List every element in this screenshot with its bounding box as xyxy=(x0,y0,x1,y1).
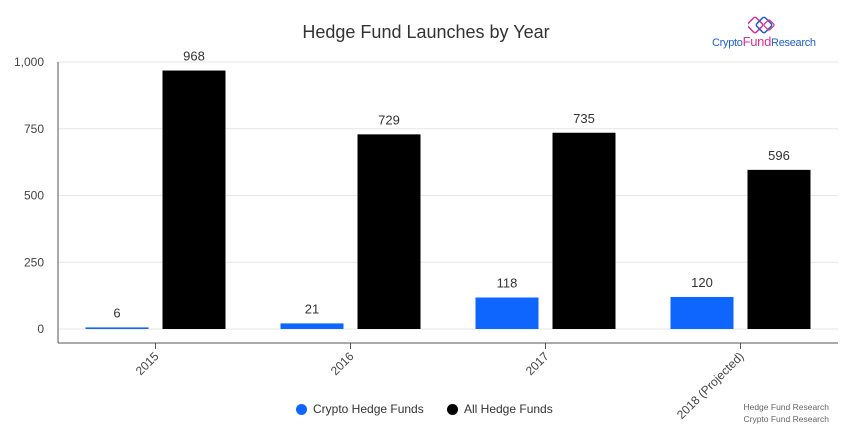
logo-text-crypto: Crypto xyxy=(712,37,743,49)
logo-text-fund: Fund xyxy=(742,34,772,49)
legend-marker-crypto xyxy=(296,403,307,415)
bar-all-2[interactable] xyxy=(552,132,616,329)
source-credits: Hedge Fund Research Crypto Fund Research xyxy=(743,401,829,425)
legend-item-all[interactable]: All Hedge Funds xyxy=(447,402,553,416)
legend-label-all: All Hedge Funds xyxy=(464,402,553,416)
data-label: 729 xyxy=(378,112,400,127)
chart-title: Hedge Fund Launches by Year xyxy=(302,22,549,42)
chart-legend: Crypto Hedge Funds All Hedge Funds xyxy=(0,402,863,422)
bar-all-3[interactable] xyxy=(747,169,811,329)
data-label: 120 xyxy=(691,275,713,290)
x-tick-label: 2015 xyxy=(133,349,162,378)
legend-item-crypto[interactable]: Crypto Hedge Funds xyxy=(296,402,424,416)
y-tick-label: 750 xyxy=(24,122,44,136)
y-axis: 0 250 500 750 1,000 xyxy=(14,55,59,343)
credit-line-2: Crypto Fund Research xyxy=(743,414,829,424)
bar-all-1[interactable] xyxy=(357,134,421,329)
data-label: 21 xyxy=(305,301,319,316)
data-label: 968 xyxy=(183,49,205,64)
x-tick-label: 2017 xyxy=(523,349,552,378)
bar-crypto-1[interactable] xyxy=(280,323,344,329)
bars xyxy=(85,70,811,329)
bar-all-0[interactable] xyxy=(162,70,226,329)
y-tick-label: 250 xyxy=(24,255,44,269)
y-tick-label: 500 xyxy=(24,189,44,203)
data-label: 735 xyxy=(573,111,595,126)
logo-wordmark: CryptoFundResearch xyxy=(712,34,816,49)
y-tick-label: 1,000 xyxy=(14,55,44,69)
legend-marker-all xyxy=(447,403,458,415)
credit-line-1: Hedge Fund Research xyxy=(743,402,829,412)
data-label: 596 xyxy=(768,148,790,163)
data-label: 118 xyxy=(497,275,518,290)
bar-crypto-3[interactable] xyxy=(670,296,734,329)
data-labels: 6 968 21 729 118 735 120 596 xyxy=(113,49,789,321)
data-label: 6 xyxy=(113,305,120,320)
bar-crypto-2[interactable] xyxy=(475,297,539,329)
y-tick-label: 0 xyxy=(37,322,44,336)
logo-text-research: Research xyxy=(771,37,816,49)
x-tick-label: 2016 xyxy=(328,349,357,378)
crypto-fund-research-logo: CryptoFundResearch xyxy=(712,14,822,54)
legend-label-crypto: Crypto Hedge Funds xyxy=(313,402,424,416)
logo-mark-icon xyxy=(748,16,775,34)
bar-crypto-0[interactable] xyxy=(85,327,149,329)
